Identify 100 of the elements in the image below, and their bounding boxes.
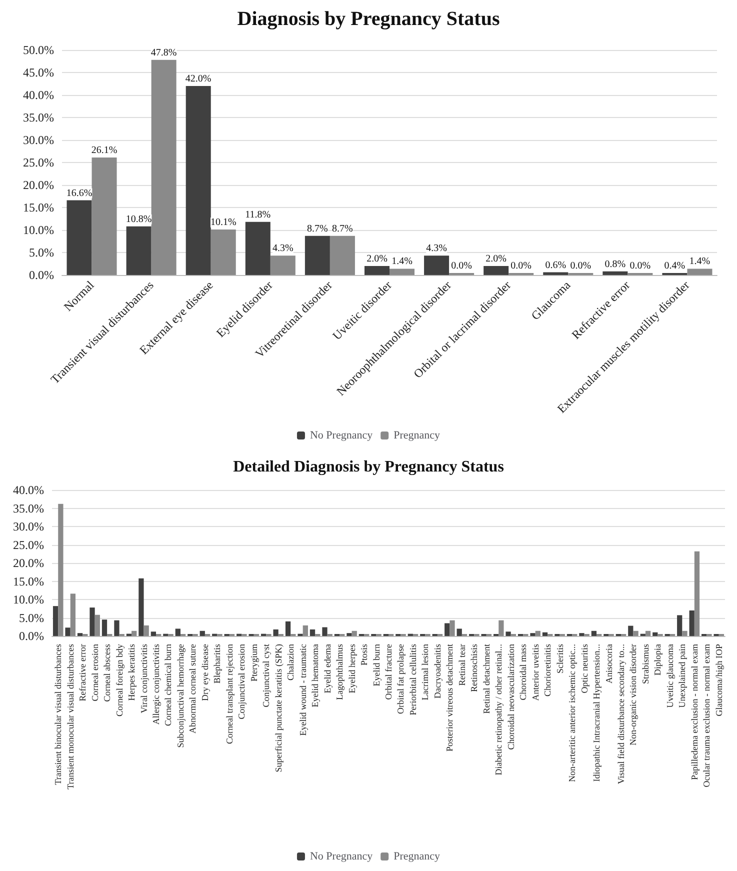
bar: [456, 628, 462, 636]
bar: [506, 632, 511, 636]
bar: [364, 266, 390, 275]
x-tick-label: Retinal tear: [456, 644, 467, 686]
bar: [579, 633, 584, 636]
x-tick-label: Papilledema exclusion - normal exam: [689, 644, 700, 780]
data-label: 1.4%: [392, 256, 412, 268]
bar: [58, 504, 64, 636]
data-label: 16.6%: [66, 188, 92, 199]
x-tick-label: Scleritis: [554, 644, 565, 674]
x-tick-label: Blepharitis: [212, 644, 222, 684]
x-tick-label: Herpes keratitis: [126, 644, 137, 701]
bar: [210, 230, 236, 275]
x-tick-label: Pterygium: [248, 644, 259, 682]
bar: [273, 629, 278, 636]
x-tick-label: Uveitic glaucoma: [664, 644, 675, 708]
bar: [138, 578, 144, 636]
bar: [484, 266, 509, 275]
bar: [90, 608, 95, 636]
x-tick-label: Orbital fat prolapse: [396, 644, 406, 714]
y-tick-label: 5.0%: [19, 610, 44, 625]
x-tick-label: Diabetic retinopathy / other retinal...: [494, 644, 504, 776]
x-tick-label: Conjunctival cyst: [261, 644, 272, 708]
x-tick-label: Lagophthalmus: [334, 644, 345, 700]
x-tick-label: Visual field disturbance secondary to...: [616, 644, 626, 784]
x-tick-label: Corneal erosion: [90, 644, 100, 702]
bar: [70, 594, 76, 636]
bar: [144, 625, 149, 636]
x-tick-label: Conjunctival erosion: [236, 644, 247, 720]
bar: [150, 632, 156, 636]
data-label: 0.0%: [570, 260, 592, 272]
x-tick-label: Corneal chemical burn: [163, 644, 174, 726]
chart-title: Diagnosis by Pregnancy Status: [237, 8, 500, 30]
x-tick-label: Unexplained pain: [677, 644, 688, 708]
bar: [114, 620, 120, 636]
bar: [535, 630, 540, 636]
y-tick-label: 40.0%: [13, 483, 44, 497]
legend-label: No Pregnancy: [310, 430, 374, 442]
x-tick-label: Eyelid wound - traumatic: [298, 644, 308, 736]
bar: [245, 222, 270, 275]
y-tick-label: 30.0%: [13, 520, 44, 534]
bar: [310, 629, 316, 636]
x-tick-label: Idiopathic Intracranial Hypertension...: [592, 644, 602, 782]
bar: [102, 620, 108, 636]
bar: [175, 628, 180, 636]
bar: [689, 610, 694, 636]
x-tick-label: Retinal detachment: [481, 644, 492, 714]
bar: [151, 60, 176, 275]
x-tick-label: Anisocoria: [604, 644, 614, 684]
data-label: 10.1%: [210, 217, 236, 228]
data-label: 42.0%: [185, 74, 212, 84]
bar: [285, 621, 291, 636]
y-tick-label: 10.0%: [13, 592, 44, 606]
x-tick-label: Choroidal neovascularization: [506, 644, 516, 750]
bar: [677, 615, 682, 636]
bar: [132, 630, 137, 636]
legend-label: Pregnancy: [394, 430, 441, 442]
data-label: 47.8%: [150, 47, 177, 58]
bar: [126, 226, 152, 275]
x-tick-label: Corneal abscess: [102, 644, 112, 702]
y-tick-label: 30.0%: [23, 133, 54, 147]
x-tick-label: Abnormal corneal suture: [188, 644, 198, 734]
bar: [200, 630, 205, 636]
bar: [302, 625, 308, 636]
x-tick-label: Chalazion: [286, 644, 296, 680]
x-tick-label: Diplopia: [652, 644, 663, 676]
data-label: 1.4%: [689, 256, 710, 268]
bar: [694, 551, 700, 636]
bar: [65, 628, 70, 636]
y-tick-label: 20.0%: [13, 556, 44, 570]
bar: [186, 86, 211, 275]
x-tick-label: Posterior vitreous detachment: [444, 644, 455, 752]
bar: [543, 272, 568, 275]
y-tick-label: 15.0%: [13, 574, 44, 588]
bar: [66, 200, 92, 275]
y-tick-label: 40.0%: [23, 88, 54, 102]
data-label: 8.7%: [307, 223, 328, 234]
bar: [270, 256, 296, 275]
bar: [304, 236, 330, 275]
data-label: 0.0%: [630, 260, 651, 272]
x-tick-label: Eyelid burn: [371, 644, 382, 686]
y-tick-label: 10.0%: [23, 223, 54, 237]
x-tick-label: Subconjunctival hemorrhage: [175, 644, 186, 748]
data-label: 11.8%: [245, 209, 271, 220]
x-tick-label: Dry eye disease: [200, 644, 210, 701]
data-label: 2.0%: [486, 254, 507, 264]
bar: [330, 236, 355, 275]
bar: [77, 633, 83, 636]
x-tick-label: Anterior uveitis: [530, 644, 540, 701]
y-tick-label: 5.0%: [29, 246, 54, 260]
y-tick-label: 0.0%: [19, 629, 44, 643]
x-tick-label: Strabismus: [640, 644, 650, 684]
bar: [352, 630, 357, 636]
data-label: 2.0%: [366, 254, 388, 264]
x-tick-label: Ptosis: [359, 644, 370, 666]
y-tick-label: 0.0%: [29, 268, 54, 282]
data-label: 8.7%: [332, 223, 353, 234]
y-tick-label: 35.0%: [13, 501, 44, 516]
y-tick-label: 15.0%: [23, 200, 54, 214]
bar: [591, 630, 597, 636]
